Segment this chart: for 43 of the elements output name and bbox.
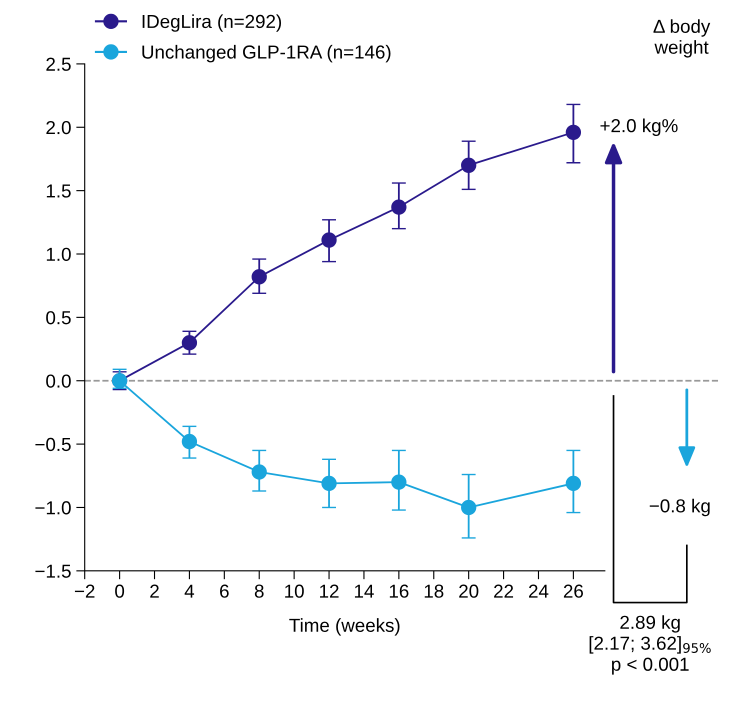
x-tick-label: 6 <box>220 584 229 598</box>
y-tick-label: 0.5 <box>46 311 71 324</box>
y-tick-label: 2.0 <box>46 120 71 134</box>
point <box>566 124 582 140</box>
y-tick-label: 1.0 <box>46 248 71 261</box>
x-tick-label: 26 <box>564 584 583 598</box>
x-tick-label: 10 <box>285 584 304 598</box>
y-tick-label: −1.5 <box>35 564 71 578</box>
text: Δ body weight <box>653 19 710 58</box>
point <box>182 335 198 350</box>
legend-label: Unchanged GLP-1RA (n=146) <box>142 44 390 62</box>
y-tick-label: 0.0 <box>46 374 71 388</box>
legend-label: IDegLira (n=292) <box>142 14 282 32</box>
x-tick-label: 8 <box>254 584 264 598</box>
x-tick-label: 22 <box>494 584 514 598</box>
text: 2.89 kg [2.17; 3.62]$_{95%}$ p < 0.001 <box>590 615 711 675</box>
point <box>321 476 337 492</box>
point <box>566 476 582 492</box>
point <box>461 500 476 516</box>
x-tick-label: 0 <box>115 584 124 598</box>
x-tick-label: 20 <box>459 584 478 598</box>
x-tick-label: 18 <box>424 584 444 598</box>
y-tick-label: −0.5 <box>35 438 71 452</box>
x-tick-label: −2 <box>74 584 94 598</box>
x-tick-label: 4 <box>184 584 194 598</box>
annotation: +2.0 kg% <box>600 118 678 136</box>
x-tick-label: 24 <box>528 584 548 598</box>
point <box>252 464 267 480</box>
point <box>461 158 476 173</box>
y-tick-label: 1.5 <box>46 184 71 198</box>
text: −0.8 kg <box>650 498 710 516</box>
y-tick-label: −1.0 <box>35 501 71 514</box>
x-tick-label: 14 <box>354 584 374 598</box>
point <box>252 269 267 284</box>
point <box>391 474 406 490</box>
point <box>321 232 337 248</box>
x-axis-title: Time (weeks) <box>289 618 400 636</box>
x-tick-label: 16 <box>390 584 408 598</box>
x-tick-label: 12 <box>320 584 339 598</box>
point <box>391 199 406 215</box>
point <box>182 434 198 450</box>
x-tick-label: 2 <box>150 584 159 598</box>
y-tick-label: 2.5 <box>46 58 71 71</box>
